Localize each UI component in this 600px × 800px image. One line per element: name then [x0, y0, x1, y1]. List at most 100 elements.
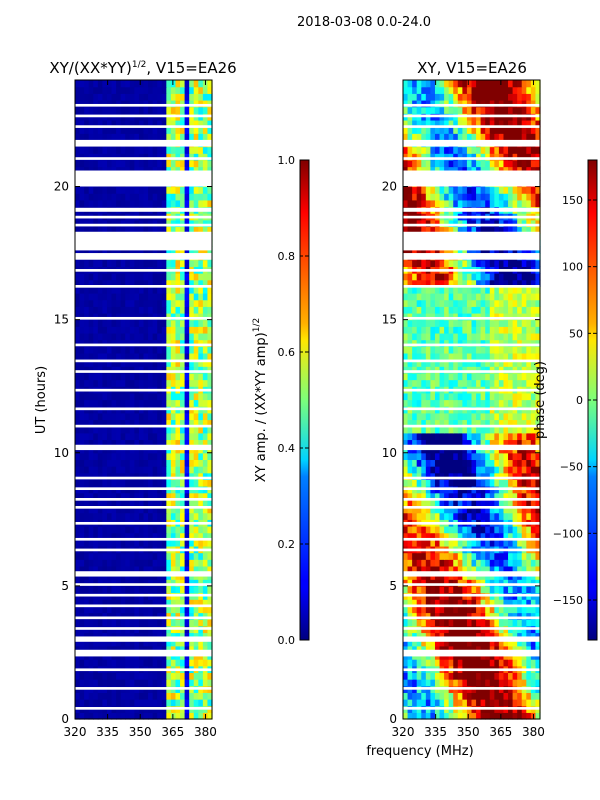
amplitude-heatmap-cell	[93, 412, 99, 421]
amplitude-x-tick-label: 365	[161, 725, 184, 739]
amplitude-heatmap-cell	[184, 279, 190, 287]
amplitude-heatmap-cell	[170, 119, 177, 128]
amplitude-heatmap-cell	[157, 86, 163, 94]
amplitude-heatmap-cell	[120, 599, 126, 607]
phase-heatmap-cell	[430, 392, 436, 401]
phase-heatmap-cell	[444, 532, 450, 540]
phase-heatmap-cell	[439, 286, 445, 294]
amplitude-heatmap-cell	[143, 579, 149, 587]
phase-heatmap-cell	[448, 439, 454, 447]
amplitude-heatmap-cell	[102, 193, 108, 201]
amplitude-heatmap-cell	[88, 153, 94, 161]
amplitude-heatmap-cell	[93, 153, 99, 161]
phase-heatmap-cell	[457, 459, 463, 467]
amplitude-heatmap-cell	[166, 452, 172, 461]
phase-heatmap-cell	[498, 352, 505, 361]
phase-heatmap-cell	[530, 299, 537, 307]
amplitude-heatmap-cell	[84, 219, 90, 228]
amplitude-heatmap-cell	[129, 399, 135, 407]
phase-heatmap-cell	[416, 326, 422, 334]
amplitude-heatmap-cell	[138, 645, 145, 654]
phase-heatmap-cell	[517, 479, 523, 487]
amplitude-heatmap-cell	[143, 126, 149, 134]
amplitude-heatmap-cell	[157, 166, 163, 174]
amplitude-heatmap-cell	[88, 612, 94, 620]
amplitude-heatmap-cell	[125, 605, 131, 614]
phase-heatmap-cell	[421, 392, 427, 401]
phase-heatmap-cell	[494, 279, 500, 287]
amplitude-heatmap-cell	[198, 679, 204, 687]
amplitude-heatmap-cell	[161, 293, 167, 301]
phase-heatmap-cell	[453, 419, 459, 427]
amplitude-heatmap-cell	[180, 219, 186, 228]
phase-heatmap-cell	[512, 472, 518, 480]
amplitude-heatmap-cell	[180, 133, 186, 141]
phase-heatmap-cell	[412, 359, 418, 367]
phase-heatmap-cell	[480, 512, 486, 520]
phase-heatmap-cell	[517, 352, 523, 361]
amplitude-heatmap-cell	[125, 106, 131, 114]
amplitude-heatmap-cell	[125, 86, 131, 94]
phase-heatmap-cell	[471, 506, 477, 514]
phase-heatmap-cell	[421, 273, 427, 281]
amplitude-flagged-row	[75, 498, 212, 501]
amplitude-heatmap-cell	[152, 106, 158, 114]
amplitude-heatmap-cell	[193, 512, 199, 520]
amplitude-heatmap-cell	[102, 466, 108, 474]
phase-heatmap-cell	[439, 506, 445, 514]
phase-heatmap-cell	[462, 692, 468, 700]
phase-heatmap-cell	[457, 585, 463, 594]
amplitude-heatmap-cell	[88, 226, 94, 234]
phase-heatmap-cell	[444, 426, 450, 434]
amplitude-heatmap-cell	[93, 659, 99, 667]
phase-heatmap-cell	[498, 645, 505, 654]
phase-heatmap-cell	[535, 645, 541, 654]
amplitude-heatmap-cell	[161, 326, 167, 334]
phase-heatmap-cell	[434, 506, 441, 514]
amplitude-heatmap-cell	[88, 506, 94, 514]
amplitude-heatmap-cell	[166, 366, 172, 374]
amplitude-heatmap-cell	[161, 599, 167, 607]
amplitude-heatmap-cell	[97, 512, 103, 520]
phase-heatmap-cell	[471, 479, 477, 487]
amplitude-heatmap-cell	[189, 412, 195, 421]
amplitude-heatmap-cell	[152, 379, 158, 387]
phase-heatmap-cell	[444, 306, 450, 314]
amplitude-heatmap-cell	[125, 399, 131, 407]
phase-heatmap-cell	[425, 479, 431, 487]
amplitude-heatmap-cell	[138, 412, 145, 421]
amplitude-colorbar-tick-label: 0.8	[278, 250, 296, 263]
amplitude-heatmap-cell	[184, 525, 190, 534]
phase-heatmap-cell	[521, 439, 527, 447]
amplitude-heatmap-cell	[111, 499, 117, 507]
amplitude-heatmap-cell	[180, 293, 186, 301]
amplitude-heatmap-cell	[120, 506, 126, 514]
phase-heatmap-cell	[466, 306, 473, 314]
phase-heatmap-cell	[512, 459, 518, 467]
amplitude-heatmap-cell	[161, 279, 167, 287]
amplitude-heatmap-cell	[102, 226, 108, 234]
phase-heatmap-cell	[485, 639, 491, 647]
phase-heatmap-cell	[512, 612, 518, 620]
amplitude-heatmap-cell	[198, 419, 204, 427]
amplitude-heatmap-cell	[157, 186, 163, 194]
phase-heatmap-cell	[517, 472, 523, 480]
amplitude-heatmap-cell	[148, 153, 154, 161]
amplitude-heatmap-cell	[175, 273, 181, 281]
phase-heatmap-cell	[448, 525, 454, 534]
amplitude-heatmap-cell	[161, 712, 167, 720]
amplitude-heatmap-cell	[184, 452, 190, 461]
amplitude-heatmap-cell	[170, 219, 177, 228]
phase-heatmap-cell	[448, 339, 454, 347]
amplitude-heatmap-cell	[84, 605, 90, 614]
amplitude-heatmap-cell	[120, 645, 126, 654]
amplitude-heatmap-cell	[111, 699, 117, 707]
amplitude-heatmap-cell	[143, 506, 149, 514]
phase-heatmap-cell	[480, 479, 486, 487]
phase-heatmap-cell	[434, 326, 441, 334]
amplitude-heatmap-cell	[198, 346, 204, 354]
phase-heatmap-cell	[439, 692, 445, 700]
amplitude-heatmap-cell	[198, 432, 204, 441]
phase-heatmap-cell	[412, 372, 418, 381]
phase-heatmap-cell	[535, 439, 541, 447]
